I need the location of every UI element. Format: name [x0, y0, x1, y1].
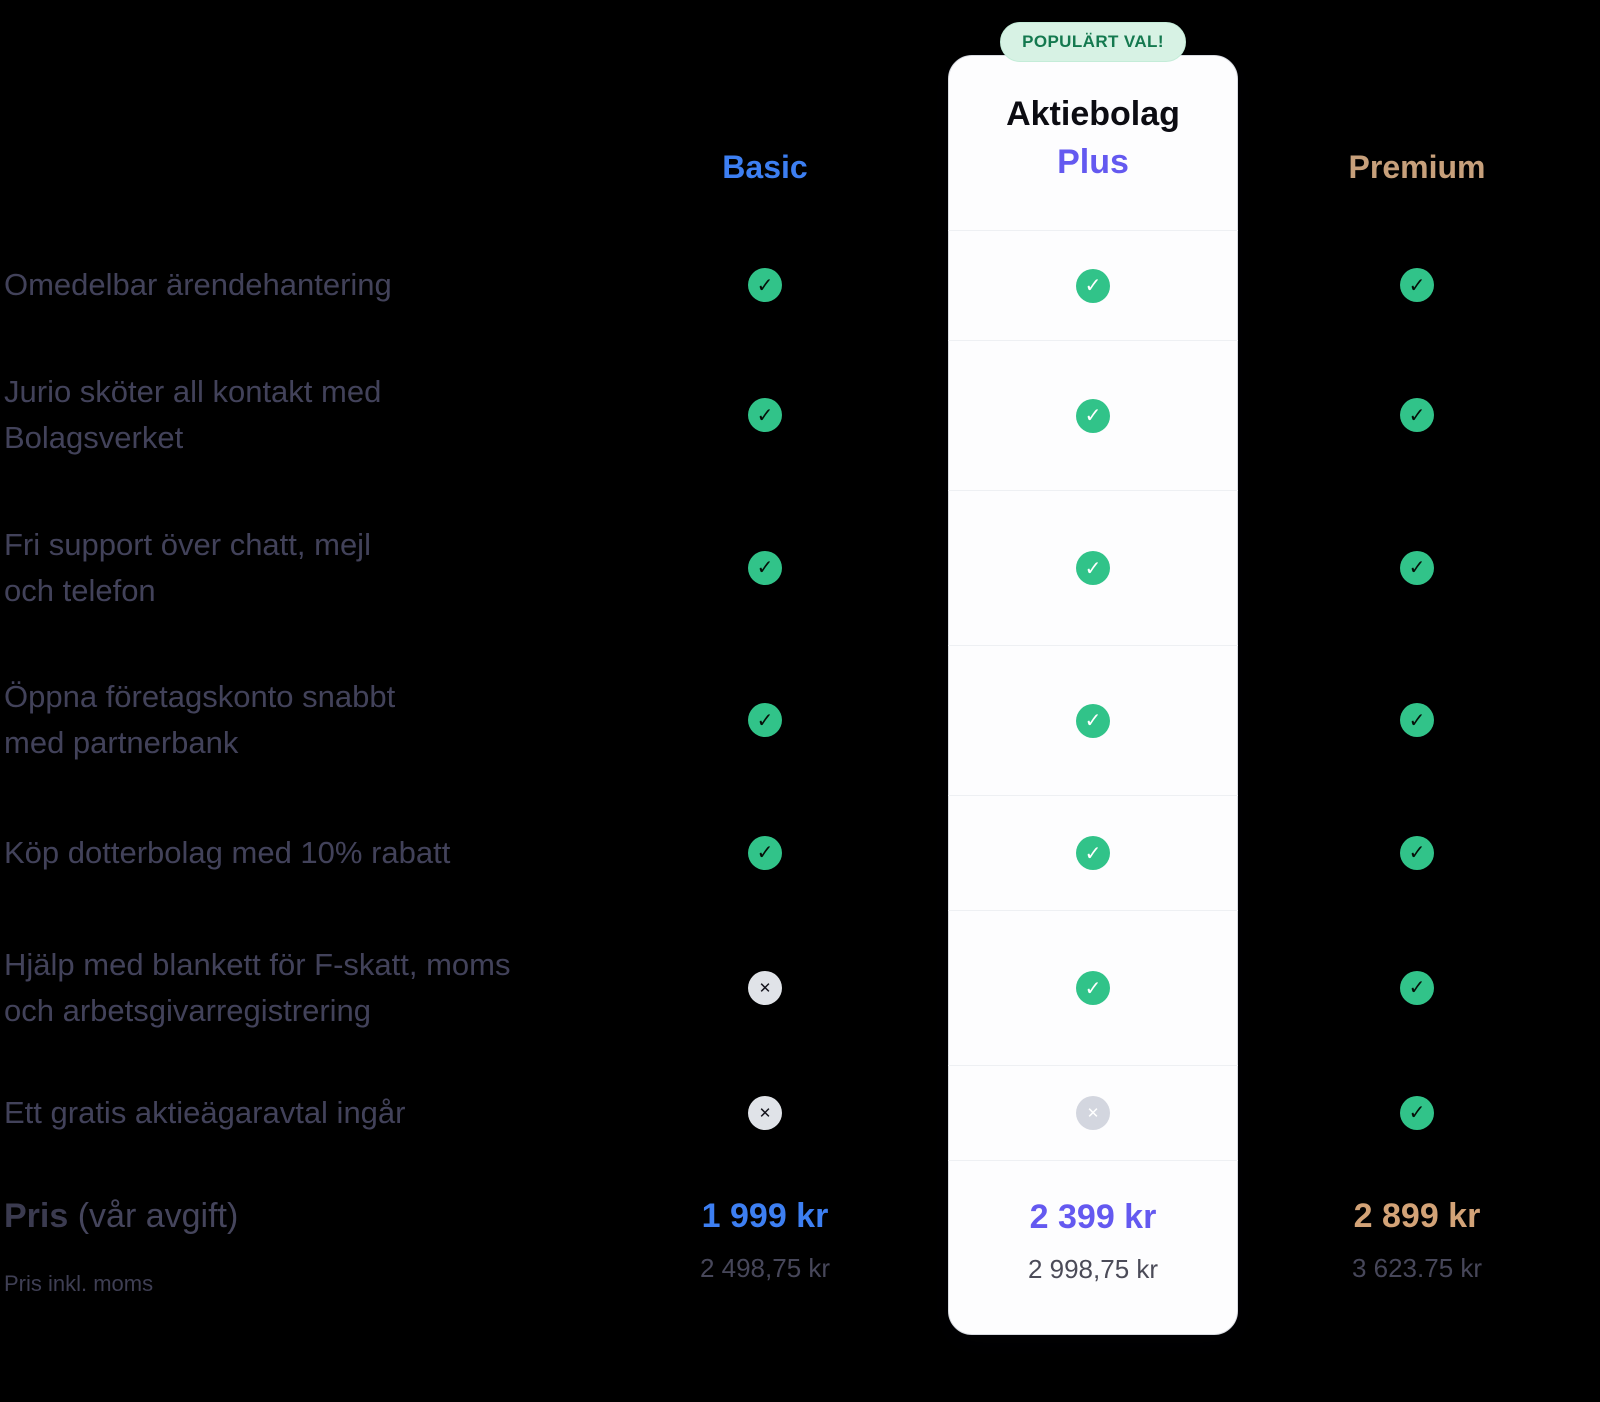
check-icon	[1076, 703, 1110, 738]
check-icon	[1076, 398, 1110, 433]
premium-price: 2 899 kr	[1353, 1197, 1481, 1235]
check-icon	[748, 398, 782, 432]
plus-cell	[948, 340, 1238, 490]
basic-cell	[620, 490, 910, 645]
premium-cell	[1272, 910, 1562, 1065]
premium-cell	[1272, 795, 1562, 910]
plus-price-incl-vat: 2 998,75 kr	[1027, 1254, 1159, 1284]
plus-plan-title: Aktiebolag Plus	[948, 90, 1238, 186]
check-icon	[1076, 971, 1110, 1005]
premium-cell	[1272, 1065, 1562, 1160]
premium-cell	[1272, 490, 1562, 645]
premium-price-incl-vat: 3 623.75 kr	[1351, 1253, 1483, 1283]
feature-label: Köp dotterbolag med 10% rabatt	[4, 834, 451, 870]
check-icon	[1400, 1095, 1434, 1130]
basic-cell	[620, 1065, 910, 1160]
cross-icon	[748, 1095, 782, 1130]
feature-label: Ett gratis aktieägaravtal ingår	[4, 1094, 406, 1130]
basic-cell	[620, 230, 910, 340]
check-icon	[1400, 268, 1434, 302]
feature-label: Jurio sköter all kontakt med Bolagsverke…	[4, 374, 382, 455]
check-icon	[1076, 836, 1110, 870]
feature-label: Hjälp med blankett för F-skatt, moms och…	[4, 946, 511, 1028]
feature-row: Köp dotterbolag med 10% rabatt	[0, 795, 1600, 910]
price-row: Pris (vår avgift) Pris inkl. moms 1 999 …	[0, 1160, 1600, 1335]
check-icon	[748, 703, 782, 737]
basic-cell	[620, 910, 910, 1065]
popular-badge-container: POPULÄRT VAL!	[948, 22, 1238, 62]
basic-plan-header: Basic	[722, 149, 808, 185]
price-incl-vat-label: Pris inkl. moms	[4, 1271, 154, 1296]
cross-icon	[1076, 1096, 1110, 1130]
feature-label: Fri support över chatt, mejl och telefon	[4, 526, 371, 608]
plus-cell	[948, 795, 1238, 910]
basic-price: 1 999 kr	[701, 1197, 829, 1235]
basic-price-incl-vat: 2 498,75 kr	[699, 1253, 831, 1283]
premium-cell	[1272, 645, 1562, 795]
plus-price-cell: 2 399 kr 2 998,75 kr	[948, 1160, 1238, 1335]
feature-label: Omedelbar ärendehantering	[4, 267, 392, 302]
feature-row: Ett gratis aktieägaravtal ingår	[0, 1065, 1600, 1160]
feature-row: Omedelbar ärendehantering	[0, 230, 1600, 340]
check-icon	[1400, 550, 1434, 585]
plus-plan-name-line1: Aktiebolag	[1006, 95, 1180, 133]
popular-badge: POPULÄRT VAL!	[1000, 22, 1186, 62]
check-icon	[1076, 268, 1110, 303]
plus-plan-name-line2: Plus	[1057, 143, 1129, 181]
plus-cell	[948, 490, 1238, 645]
basic-cell	[620, 340, 910, 490]
check-icon	[748, 835, 782, 870]
price-label: Pris (vår avgift)	[4, 1194, 238, 1238]
basic-cell	[620, 795, 910, 910]
plus-price: 2 399 kr	[1029, 1198, 1157, 1236]
price-label-regular: (vår avgift)	[68, 1197, 239, 1235]
feature-table: Omedelbar ärendehantering Jurio sköter a…	[0, 230, 1600, 1335]
price-row-label: Pris (vår avgift) Pris inkl. moms	[0, 1160, 620, 1335]
feature-row: Öppna företagskonto snabbt med partnerba…	[0, 645, 1600, 795]
price-label-bold: Pris	[4, 1197, 69, 1235]
check-icon	[748, 550, 782, 585]
basic-price-cell: 1 999 kr 2 498,75 kr	[620, 1160, 910, 1335]
feature-row: Jurio sköter all kontakt med Bolagsverke…	[0, 340, 1600, 490]
check-icon	[748, 268, 782, 302]
plus-cell	[948, 910, 1238, 1065]
check-icon	[1400, 703, 1434, 737]
feature-row: Fri support över chatt, mejl och telefon	[0, 490, 1600, 645]
premium-price-cell: 2 899 kr 3 623.75 kr	[1272, 1160, 1562, 1335]
feature-label: Öppna företagskonto snabbt med partnerba…	[4, 679, 396, 760]
premium-cell	[1272, 340, 1562, 490]
check-icon	[1076, 551, 1110, 585]
plus-cell	[948, 230, 1238, 340]
plus-cell	[948, 645, 1238, 795]
premium-cell	[1272, 230, 1562, 340]
check-icon	[1400, 835, 1434, 870]
basic-cell	[620, 645, 910, 795]
cross-icon	[748, 970, 782, 1005]
check-icon	[1400, 398, 1434, 432]
feature-row: Hjälp med blankett för F-skatt, moms och…	[0, 910, 1600, 1065]
premium-plan-header: Premium	[1348, 149, 1486, 185]
check-icon	[1400, 970, 1434, 1005]
plus-cell	[948, 1065, 1238, 1160]
